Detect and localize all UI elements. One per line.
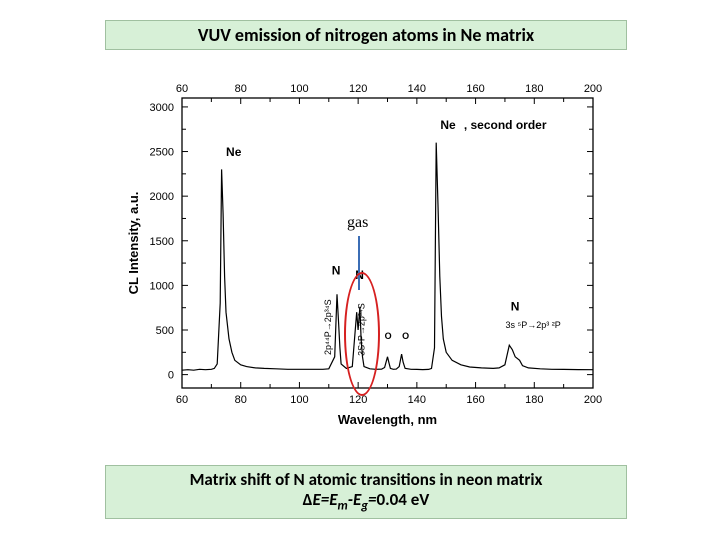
svg-text:140: 140 [408, 394, 426, 406]
svg-text:1500: 1500 [150, 236, 174, 248]
svg-text:80: 80 [235, 394, 247, 406]
svg-text:60: 60 [176, 394, 188, 406]
page-title: VUV emission of nitrogen atoms in Ne mat… [198, 24, 534, 46]
caption-line-1: Matrix shift of N atomic transitions in … [190, 470, 543, 490]
svg-text:200: 200 [584, 394, 602, 406]
svg-text:N: N [332, 264, 341, 278]
svg-text:60: 60 [176, 83, 188, 95]
svg-text:100: 100 [290, 394, 308, 406]
svg-text:, second order: , second order [464, 118, 547, 132]
caption-banner: Matrix shift of N atomic transitions in … [105, 465, 627, 519]
svg-text:100: 100 [290, 83, 308, 95]
svg-text:0: 0 [168, 370, 174, 382]
caption-line-2: ΔE=Em-Eg=0.04 eV [303, 490, 430, 514]
svg-text:3000: 3000 [150, 102, 174, 114]
svg-text:500: 500 [156, 325, 174, 337]
svg-text:2p⁴⁴P→2p³⁴S: 2p⁴⁴P→2p³⁴S [323, 299, 333, 355]
svg-text:Wavelength, nm: Wavelength, nm [338, 412, 437, 427]
svg-text:O: O [402, 331, 409, 341]
svg-text:180: 180 [525, 394, 543, 406]
svg-text:160: 160 [466, 394, 484, 406]
highlight-ellipse [344, 272, 380, 396]
svg-text:1000: 1000 [150, 280, 174, 292]
gas-annotation: gas [347, 214, 368, 232]
svg-text:2000: 2000 [150, 191, 174, 203]
svg-text:O: O [385, 331, 392, 341]
svg-text:200: 200 [584, 83, 602, 95]
svg-text:3s ⁵P→2p³ ²P: 3s ⁵P→2p³ ²P [506, 320, 561, 330]
svg-text:80: 80 [235, 83, 247, 95]
spectrum-chart: 60 80 100 120 140 160 180 200 60 80 100 120 140 160 18… [120, 70, 605, 430]
svg-text:120: 120 [349, 394, 367, 406]
svg-text:2500: 2500 [150, 147, 174, 159]
svg-text:N: N [511, 299, 520, 313]
svg-text:CL Intensity, a.u.: CL Intensity, a.u. [126, 192, 141, 295]
svg-text:180: 180 [525, 83, 543, 95]
svg-text:Ne: Ne [440, 118, 456, 132]
svg-text:Ne: Ne [226, 145, 242, 159]
svg-text:140: 140 [408, 83, 426, 95]
svg-text:160: 160 [466, 83, 484, 95]
title-banner: VUV emission of nitrogen atoms in Ne mat… [105, 20, 627, 50]
svg-text:120: 120 [349, 83, 367, 95]
